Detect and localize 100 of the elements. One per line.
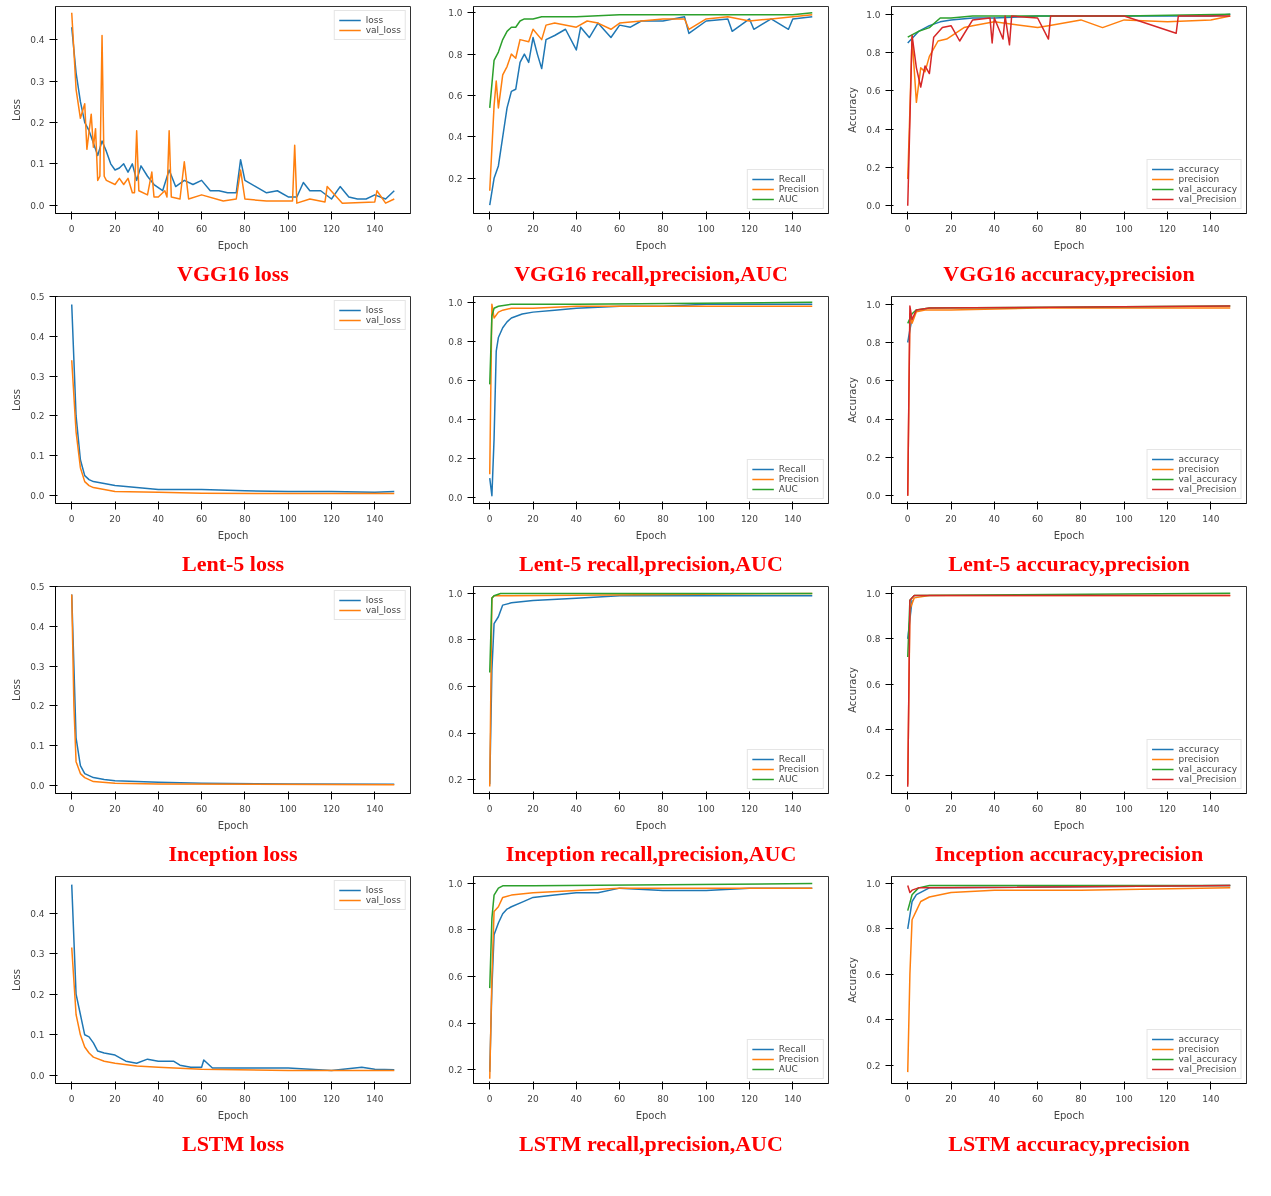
x-tick-label: 100 (697, 223, 716, 234)
legend-label: val_accuracy (1178, 474, 1237, 484)
x-tick-label: 0 (486, 223, 493, 234)
x-tick-label: 60 (613, 1093, 626, 1104)
y-axis-title: Accuracy (847, 667, 859, 713)
y-tick-label: 0.6 (448, 972, 463, 983)
text: Inception recall,precision,AUC (505, 840, 797, 866)
x-tick-label: 60 (1031, 1093, 1044, 1104)
x-tick-label: 20 (527, 1093, 540, 1104)
x-axis-title: Epoch (635, 529, 667, 541)
x-tick-label: 60 (1031, 223, 1044, 234)
x-tick-label: 100 (279, 223, 298, 234)
legend-label: accuracy (1178, 454, 1220, 464)
x-tick-label: 120 (740, 513, 759, 524)
x-tick-label: 20 (945, 803, 958, 814)
y-tick-label: 0.2 (30, 117, 45, 128)
legend-label: precision (1178, 1044, 1220, 1054)
y-tick-label: 0.4 (30, 621, 45, 632)
y-tick-label: 0.2 (30, 411, 45, 422)
y-tick-label: 0.4 (866, 124, 881, 135)
text: Inception loss (168, 840, 298, 866)
text: LSTM loss (181, 1130, 285, 1156)
x-tick-label: 20 (527, 803, 540, 814)
x-tick-label: 60 (613, 223, 626, 234)
y-tick-label: 0.8 (448, 635, 463, 646)
y-tick-label: 0.6 (866, 679, 881, 690)
x-tick-label: 80 (657, 513, 669, 524)
x-tick-label: 120 (322, 513, 341, 524)
y-axis-title: Loss (11, 969, 23, 991)
y-axis-title: Accuracy (847, 957, 859, 1003)
y-tick-label: 1.0 (448, 8, 463, 19)
text: Lent-5 loss (181, 550, 285, 576)
y-tick-label: 1.0 (866, 878, 881, 889)
y-tick-label: 0.6 (866, 376, 881, 387)
x-tick-label: 0 (904, 803, 911, 814)
y-tick-label: 0.5 (30, 582, 45, 592)
x-tick-label: 40 (988, 803, 1001, 814)
x-tick-label: 120 (1158, 223, 1177, 234)
y-tick-label: 0.4 (448, 415, 463, 426)
x-tick-label: 140 (366, 513, 384, 524)
y-tick-label: 0.2 (30, 701, 45, 712)
y-axis-title: Loss (11, 389, 23, 411)
y-tick-label: 0.2 (30, 989, 45, 1000)
y-tick-label: 0.4 (866, 414, 881, 425)
y-tick-label: 0.2 (448, 173, 463, 184)
y-tick-label: 0.2 (866, 770, 881, 781)
x-tick-label: 80 (1075, 513, 1087, 524)
x-tick-label: 20 (109, 1093, 122, 1104)
legend-label: val_Precision (1178, 774, 1237, 784)
y-tick-label: 0.2 (448, 454, 463, 465)
x-tick-label: 140 (784, 1093, 802, 1104)
x-axis-title: Epoch (1053, 1109, 1085, 1121)
x-tick-label: 20 (945, 223, 958, 234)
x-tick-label: 120 (1158, 1093, 1177, 1104)
y-tick-label: 1.0 (448, 588, 463, 599)
x-tick-label: 0 (68, 803, 75, 814)
legend-label: loss (365, 305, 385, 315)
x-tick-label: 80 (239, 803, 251, 814)
x-tick-label: 100 (279, 803, 298, 814)
y-tick-label: 0.0 (866, 491, 881, 502)
y-tick-label: 0.6 (866, 969, 881, 980)
y-tick-label: 0.8 (448, 925, 463, 936)
x-axis-title: Epoch (217, 1109, 249, 1121)
y-tick-label: 0.8 (448, 336, 463, 347)
x-tick-label: 60 (1031, 803, 1044, 814)
text: VGG16 recall,precision,AUC (514, 260, 788, 286)
x-tick-label: 0 (486, 803, 493, 814)
y-tick-label: 0.8 (448, 49, 463, 60)
y-tick-label: 0.0 (30, 781, 45, 792)
y-tick-label: 0.2 (866, 1060, 881, 1071)
legend-label: AUC (778, 774, 799, 784)
y-tick-label: 0.1 (30, 451, 45, 462)
x-tick-label: 140 (1202, 803, 1220, 814)
legend-label: loss (365, 885, 385, 895)
y-tick-label: 0.6 (866, 86, 881, 97)
y-tick-label: 0.2 (866, 453, 881, 463)
x-tick-label: 80 (239, 223, 251, 234)
x-tick-label: 60 (195, 223, 208, 234)
x-tick-label: 100 (697, 803, 716, 814)
y-tick-label: 0.3 (30, 949, 45, 960)
x-tick-label: 40 (988, 223, 1001, 234)
legend-label: precision (1178, 174, 1220, 184)
y-axis-title: Loss (11, 679, 23, 701)
x-tick-label: 20 (109, 223, 122, 234)
x-tick-label: 120 (740, 223, 759, 234)
y-tick-label: 0.0 (866, 201, 881, 212)
y-tick-label: 0.8 (866, 48, 881, 58)
text: VGG16 loss (177, 260, 290, 286)
y-tick-label: 1.0 (448, 297, 463, 308)
y-tick-label: 1.0 (866, 299, 881, 310)
y-tick-label: 0.4 (30, 331, 45, 342)
y-tick-label: 0.1 (30, 741, 45, 752)
x-tick-label: 20 (945, 1093, 958, 1104)
x-tick-label: 140 (1202, 1093, 1220, 1104)
x-tick-label: 20 (945, 513, 958, 524)
x-tick-label: 20 (109, 803, 122, 814)
x-tick-label: 40 (570, 223, 583, 234)
x-tick-label: 40 (988, 1093, 1001, 1104)
legend-label: Precision (778, 184, 819, 194)
x-axis-title: Epoch (1053, 819, 1085, 831)
